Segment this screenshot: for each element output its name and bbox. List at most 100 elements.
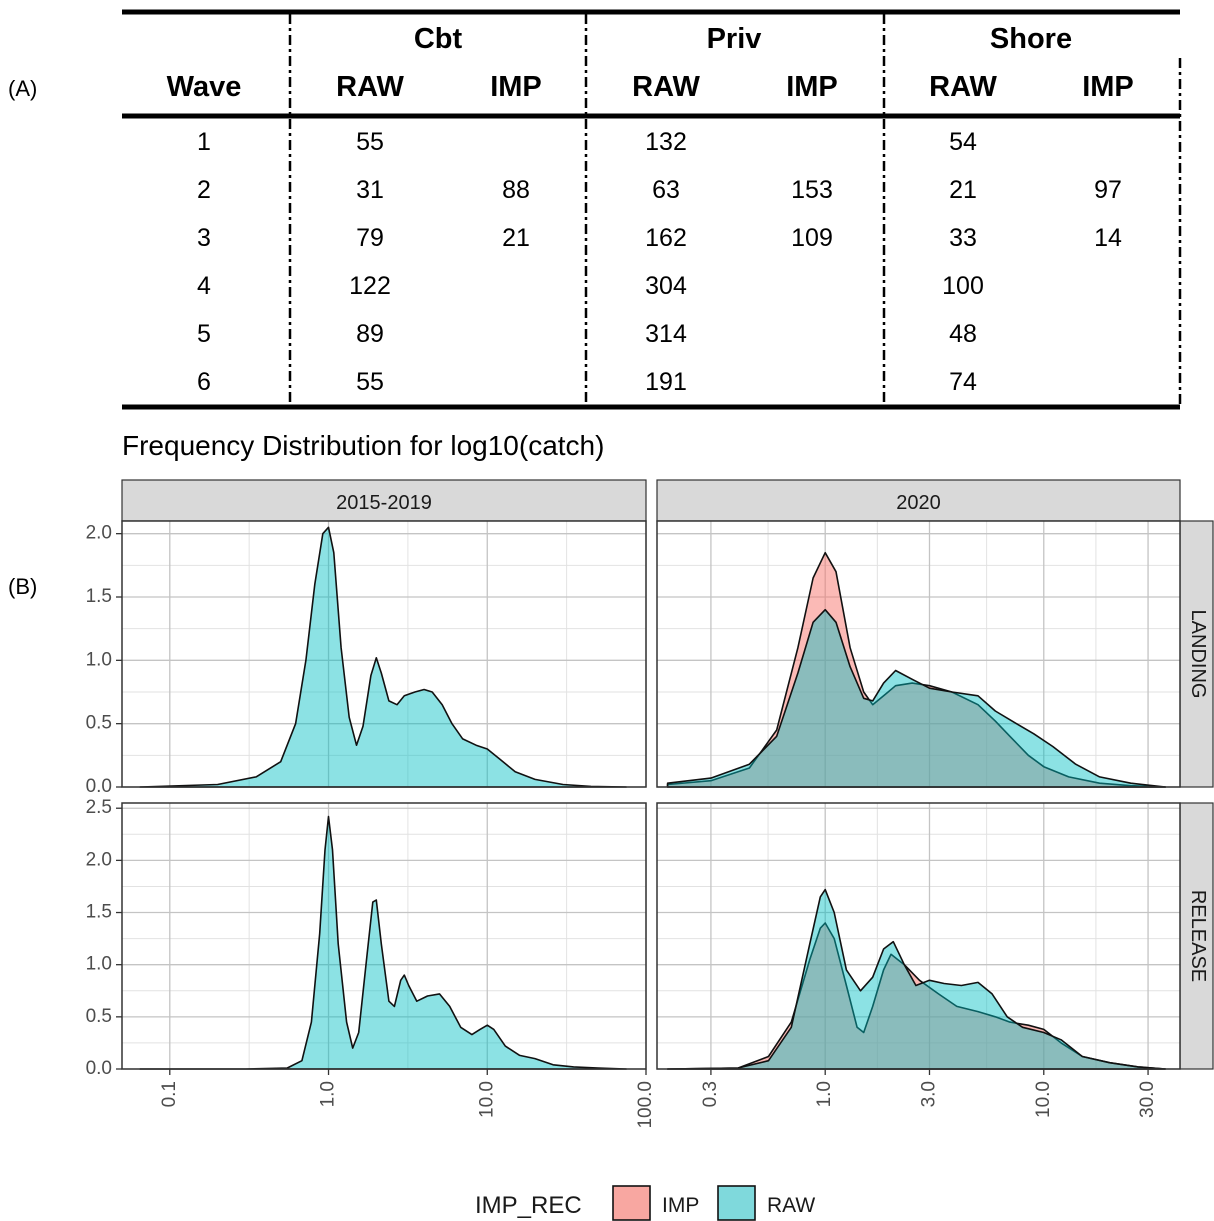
x-tick-label: 0.1 [159, 1081, 180, 1107]
column-header-priv-imp: IMP [786, 71, 838, 103]
y-tick-label: 0.5 [86, 1006, 112, 1027]
y-tick-label: 2.0 [86, 523, 112, 544]
panel-2015-2019-landing [121, 520, 647, 788]
table-cell-priv-raw: 304 [645, 272, 687, 300]
x-tick-label: 30.0 [1137, 1081, 1158, 1118]
column-header-cbt-imp: IMP [490, 71, 542, 103]
panel-2020-landing [656, 520, 1181, 788]
legend-label-raw: RAW [767, 1194, 815, 1217]
table-cell-priv-raw: 63 [652, 176, 680, 204]
column-header-shore-raw: RAW [929, 71, 997, 103]
table-cell-cbt-imp: 21 [502, 224, 530, 252]
facet-strip-landing [1179, 520, 1214, 788]
x-tick-label: 10.0 [1033, 1081, 1054, 1118]
table-cell-wave: 4 [197, 272, 211, 300]
facet-strip-2020 [656, 479, 1181, 522]
facet-strip-label: RELEASE [1187, 890, 1209, 982]
column-header-shore-imp: IMP [1082, 71, 1134, 103]
table-cell-wave: 6 [197, 368, 211, 396]
legend: IMP_REC IMP RAW [475, 1185, 815, 1221]
summary-table: Cbt Priv Shore Wave RAW IMP RAW IMP RAW … [122, 9, 1182, 410]
table-row: 6 55 191 74 [197, 368, 977, 396]
table-cell-shore-raw: 100 [942, 272, 984, 300]
column-header-cbt-raw: RAW [336, 71, 404, 103]
table-cell-priv-imp: 109 [791, 224, 833, 252]
legend-swatch-imp [612, 1185, 651, 1221]
table-cell-priv-raw: 191 [645, 368, 687, 396]
table-cell-wave: 2 [197, 176, 211, 204]
panel-label-b: (B) [8, 574, 38, 599]
x-tick-label: 1.0 [318, 1081, 339, 1107]
panel-border [656, 520, 1181, 788]
group-header-cbt: Cbt [414, 23, 463, 55]
table-row: 3 79 21 162 109 33 14 [197, 224, 1122, 252]
density-area-raw [139, 526, 627, 788]
density-area-raw [666, 608, 1167, 788]
y-tick-label: 0.5 [86, 713, 112, 734]
panel-background [657, 803, 1180, 1069]
table-cell-shore-raw: 21 [949, 176, 977, 204]
panel-border [121, 520, 647, 788]
table-cell-shore-raw: 74 [949, 368, 977, 396]
facet-strip-label: 2015-2019 [336, 492, 432, 514]
table-body: 1 55 132 54 2 31 88 63 153 21 97 3 79 21 162 109 33 14 4 12… [197, 128, 1122, 396]
table-row: 1 55 132 54 [197, 128, 977, 156]
table-cell-cbt-raw: 122 [349, 272, 391, 300]
table-cell-wave: 1 [197, 128, 211, 156]
panel-background [657, 521, 1180, 787]
table-row: 5 89 314 48 [197, 320, 977, 348]
density-area-imp [666, 922, 1167, 1070]
panel-label-a: (A) [8, 76, 38, 101]
table-cell-priv-imp: 153 [791, 176, 833, 204]
table-cell-wave: 3 [197, 224, 211, 252]
panel-border [121, 802, 647, 1070]
table-cell-priv-raw: 162 [645, 224, 687, 252]
y-tick-label: 0.0 [86, 776, 112, 797]
y-tick-label: 2.0 [86, 849, 112, 870]
x-axis: 0.1 1.0 10.0 100.0 0.3 1.0 3.0 10.0 30.0 [159, 1069, 1158, 1129]
table-cell-cbt-raw: 55 [356, 368, 384, 396]
table-cell-cbt-raw: 79 [356, 224, 384, 252]
density-area-imp [666, 551, 1167, 788]
x-tick-label: 3.0 [919, 1081, 940, 1107]
x-tick-label: 0.3 [700, 1081, 721, 1107]
table-cell-priv-raw: 314 [645, 320, 687, 348]
table-cell-cbt-raw: 31 [356, 176, 384, 204]
legend-label-imp: IMP [662, 1194, 699, 1217]
chart-panels: 2015-2019 2020 LANDING RELEASE [121, 479, 1214, 1070]
table-cell-shore-imp: 14 [1094, 224, 1122, 252]
y-tick-label: 1.0 [86, 649, 112, 670]
column-header-priv-raw: RAW [632, 71, 700, 103]
legend-swatch-raw [717, 1185, 756, 1221]
density-area-raw [666, 888, 1167, 1070]
table-cell-cbt-raw: 55 [356, 128, 384, 156]
y-tick-label: 0.0 [86, 1058, 112, 1079]
group-header-shore: Shore [990, 23, 1072, 55]
facet-strip-release [1179, 802, 1214, 1070]
group-header-priv: Priv [707, 23, 762, 55]
x-tick-label: 1.0 [814, 1081, 835, 1107]
table-cell-cbt-raw: 89 [356, 320, 384, 348]
y-tick-label: 1.5 [86, 586, 112, 607]
panel-background [122, 521, 646, 787]
table-row: 4 122 304 100 [197, 272, 984, 300]
x-tick-label: 100.0 [635, 1081, 656, 1129]
table-cell-shore-imp: 97 [1094, 176, 1122, 204]
table-cell-shore-raw: 33 [949, 224, 977, 252]
y-tick-label: 1.5 [86, 902, 112, 923]
table-row: 2 31 88 63 153 21 97 [197, 176, 1122, 204]
facet-strip-label: 2020 [896, 492, 941, 514]
facet-strip-label: LANDING [1187, 610, 1209, 699]
table-cell-wave: 5 [197, 320, 211, 348]
density-area-raw [139, 815, 627, 1070]
y-axis: 0.0 0.5 1.0 1.5 2.0 0.0 0.5 1.0 1.5 2.0 2.5 [86, 523, 122, 1079]
x-tick-label: 10.0 [476, 1081, 497, 1118]
chart-title: Frequency Distribution for log10(catch) [122, 430, 605, 461]
y-tick-label: 1.0 [86, 954, 112, 975]
facet-strip-2015-2019 [121, 479, 647, 522]
column-header-wave: Wave [167, 71, 242, 103]
y-tick-label: 2.5 [86, 797, 112, 818]
table-cell-priv-raw: 132 [645, 128, 687, 156]
table-cell-shore-raw: 48 [949, 320, 977, 348]
